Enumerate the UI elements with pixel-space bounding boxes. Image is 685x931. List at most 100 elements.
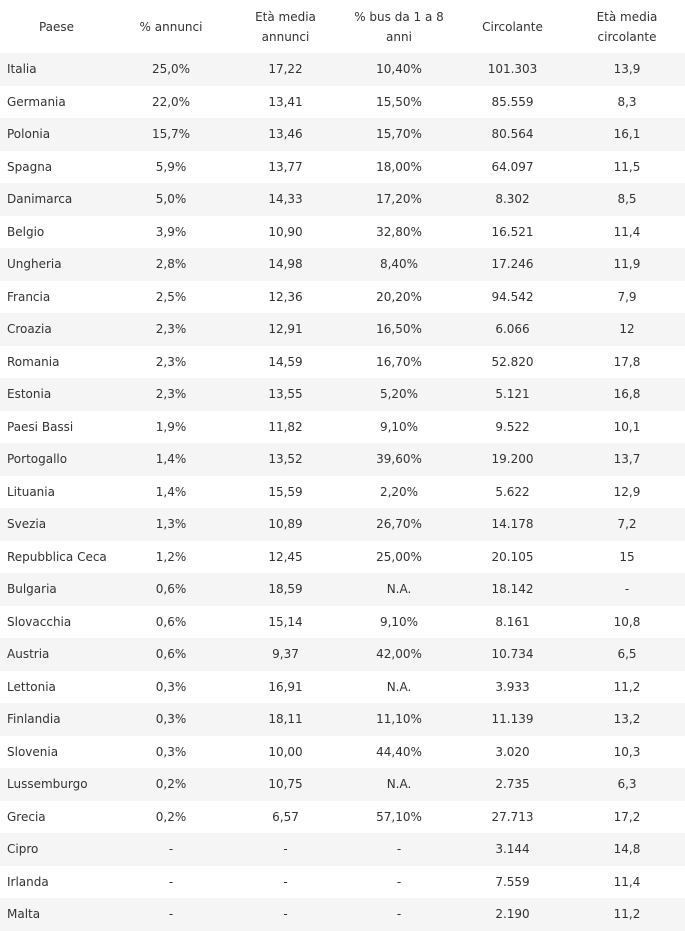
circolante-cell: 6.066 xyxy=(456,313,569,346)
eta-media-annunci-cell: 13,41 xyxy=(229,85,342,118)
country-cell: Lettonia xyxy=(0,670,113,703)
percent-bus-cell: N.A. xyxy=(342,768,456,801)
percent-bus-cell: 16,70% xyxy=(342,345,456,378)
table-row: Lituania 1,4% 15,59 2,20% 5.622 12,9 xyxy=(0,475,685,508)
table-row: Ungheria 2,8% 14,98 8,40% 17.246 11,9 xyxy=(0,248,685,281)
circolante-cell: 64.097 xyxy=(456,150,569,183)
circolante-cell: 18.142 xyxy=(456,573,569,606)
percent-annunci-cell: - xyxy=(113,898,229,931)
table-row: Finlandia 0,3% 18,11 11,10% 11.139 13,2 xyxy=(0,703,685,736)
percent-annunci-cell: - xyxy=(113,833,229,866)
percent-bus-cell: 32,80% xyxy=(342,215,456,248)
eta-media-annunci-cell: 10,75 xyxy=(229,768,342,801)
circolante-cell: 17.246 xyxy=(456,248,569,281)
percent-bus-cell: 57,10% xyxy=(342,800,456,833)
circolante-cell: 5.121 xyxy=(456,378,569,411)
circolante-cell: 85.559 xyxy=(456,85,569,118)
eta-media-circolante-cell: 10,3 xyxy=(569,735,685,768)
table-row: Germania 22,0% 13,41 15,50% 85.559 8,3 xyxy=(0,85,685,118)
eta-media-circolante-cell: 14,8 xyxy=(569,833,685,866)
header-percent-annunci: % annunci xyxy=(113,0,229,53)
percent-bus-cell: 17,20% xyxy=(342,183,456,216)
country-cell: Spagna xyxy=(0,150,113,183)
eta-media-annunci-cell: 17,22 xyxy=(229,53,342,86)
eta-media-circolante-cell: 17,2 xyxy=(569,800,685,833)
eta-media-annunci-cell: - xyxy=(229,833,342,866)
percent-annunci-cell: 15,7% xyxy=(113,118,229,151)
country-cell: Malta xyxy=(0,898,113,931)
percent-bus-cell: 20,20% xyxy=(342,280,456,313)
country-cell: Italia xyxy=(0,53,113,86)
percent-bus-cell: 2,20% xyxy=(342,475,456,508)
eta-media-circolante-cell: 11,5 xyxy=(569,150,685,183)
percent-annunci-cell: 0,6% xyxy=(113,573,229,606)
percent-annunci-cell: 25,0% xyxy=(113,53,229,86)
country-cell: Ungheria xyxy=(0,248,113,281)
percent-bus-cell: 11,10% xyxy=(342,703,456,736)
eta-media-circolante-cell: 16,1 xyxy=(569,118,685,151)
table-row: Slovacchia 0,6% 15,14 9,10% 8.161 10,8 xyxy=(0,605,685,638)
percent-annunci-cell: 1,3% xyxy=(113,508,229,541)
eta-media-annunci-cell: - xyxy=(229,865,342,898)
circolante-cell: 27.713 xyxy=(456,800,569,833)
circolante-cell: 52.820 xyxy=(456,345,569,378)
table-row: Francia 2,5% 12,36 20,20% 94.542 7,9 xyxy=(0,280,685,313)
eta-media-annunci-cell: 14,59 xyxy=(229,345,342,378)
header-circolante: Circolante xyxy=(456,0,569,53)
eta-media-annunci-cell: 9,37 xyxy=(229,638,342,671)
circolante-cell: 7.559 xyxy=(456,865,569,898)
header-row: Paese % annunci Età media annunci % bus da 1… xyxy=(0,0,685,53)
percent-annunci-cell: 5,0% xyxy=(113,183,229,216)
eta-media-circolante-cell: 8,5 xyxy=(569,183,685,216)
eta-media-circolante-cell: 15 xyxy=(569,540,685,573)
percent-annunci-cell: 0,3% xyxy=(113,735,229,768)
table-row: Danimarca 5,0% 14,33 17,20% 8.302 8,5 xyxy=(0,183,685,216)
eta-media-circolante-cell: 11,2 xyxy=(569,898,685,931)
circolante-cell: 80.564 xyxy=(456,118,569,151)
eta-media-circolante-cell: 16,8 xyxy=(569,378,685,411)
eta-media-circolante-cell: 11,4 xyxy=(569,215,685,248)
table-row: Repubblica Ceca 1,2% 12,45 25,00% 20.105 15 xyxy=(0,540,685,573)
country-cell: Danimarca xyxy=(0,183,113,216)
country-cell: Irlanda xyxy=(0,865,113,898)
eta-media-circolante-cell: 13,9 xyxy=(569,53,685,86)
eta-media-annunci-cell: 13,52 xyxy=(229,443,342,476)
eta-media-circolante-cell: 12 xyxy=(569,313,685,346)
table-row: Romania 2,3% 14,59 16,70% 52.820 17,8 xyxy=(0,345,685,378)
circolante-cell: 2.735 xyxy=(456,768,569,801)
circolante-cell: 101.303 xyxy=(456,53,569,86)
percent-bus-cell: 5,20% xyxy=(342,378,456,411)
table-row: Svezia 1,3% 10,89 26,70% 14.178 7,2 xyxy=(0,508,685,541)
eta-media-circolante-cell: 10,8 xyxy=(569,605,685,638)
percent-bus-cell: 8,40% xyxy=(342,248,456,281)
percent-bus-cell: N.A. xyxy=(342,573,456,606)
country-cell: Svezia xyxy=(0,508,113,541)
country-cell: Grecia xyxy=(0,800,113,833)
circolante-cell: 8.161 xyxy=(456,605,569,638)
percent-annunci-cell: 0,6% xyxy=(113,638,229,671)
column-header-line: anni xyxy=(386,29,412,44)
table-row: Irlanda - - -7.559 11,4 xyxy=(0,865,685,898)
eta-media-circolante-cell: - xyxy=(569,573,685,606)
eta-media-circolante-cell: 7,2 xyxy=(569,508,685,541)
percent-bus-cell: 26,70% xyxy=(342,508,456,541)
circolante-cell: 14.178 xyxy=(456,508,569,541)
percent-annunci-cell: 5,9% xyxy=(113,150,229,183)
header-eta-media-annunci: Età media annunci xyxy=(229,0,342,53)
country-cell: Finlandia xyxy=(0,703,113,736)
eta-media-circolante-cell: 12,9 xyxy=(569,475,685,508)
country-cell: Slovenia xyxy=(0,735,113,768)
table-row: Lussemburgo 0,2% 10,75 N.A. 2.735 6,3 xyxy=(0,768,685,801)
country-cell: Estonia xyxy=(0,378,113,411)
column-header-line: Età media xyxy=(255,9,316,24)
country-cell: Paesi Bassi xyxy=(0,410,113,443)
percent-annunci-cell: 2,8% xyxy=(113,248,229,281)
eta-media-annunci-cell: 11,82 xyxy=(229,410,342,443)
percent-annunci-cell: 2,5% xyxy=(113,280,229,313)
table-row: Croazia 2,3% 12,91 16,50% 6.066 12 xyxy=(0,313,685,346)
percent-bus-cell: 9,10% xyxy=(342,605,456,638)
percent-annunci-cell: 0,3% xyxy=(113,703,229,736)
eta-media-circolante-cell: 6,3 xyxy=(569,768,685,801)
column-header-line: circolante xyxy=(597,29,657,44)
percent-annunci-cell: 0,3% xyxy=(113,670,229,703)
